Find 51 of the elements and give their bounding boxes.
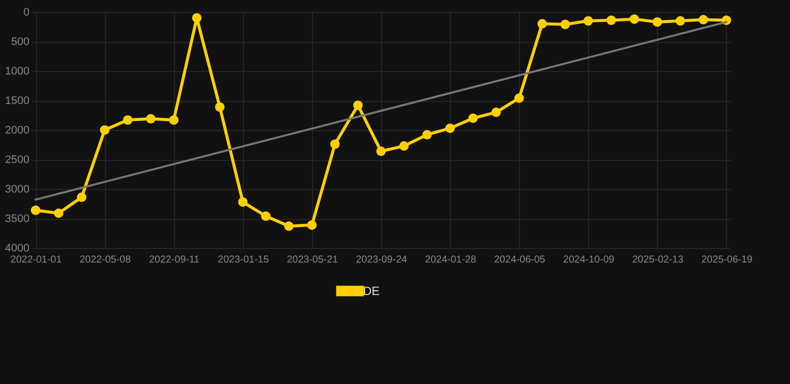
point bbox=[100, 125, 110, 135]
x-tick-label: 2022-01-01 bbox=[10, 254, 62, 266]
point bbox=[583, 16, 593, 26]
point bbox=[261, 211, 271, 221]
point bbox=[537, 19, 547, 29]
point bbox=[468, 113, 478, 123]
point bbox=[560, 20, 570, 30]
y-tick-label: 1000 bbox=[5, 66, 30, 78]
x-tick-label: 2024-01-28 bbox=[425, 254, 477, 266]
point bbox=[238, 197, 248, 207]
point bbox=[514, 93, 524, 103]
point bbox=[192, 13, 202, 23]
x-tick-label: 2024-06-05 bbox=[494, 254, 546, 266]
point bbox=[284, 221, 294, 231]
point bbox=[445, 123, 455, 133]
point bbox=[399, 141, 409, 151]
point bbox=[676, 16, 686, 26]
y-tick-label: 500 bbox=[11, 36, 30, 48]
point bbox=[353, 100, 363, 110]
point bbox=[422, 130, 432, 140]
point bbox=[122, 115, 132, 125]
x-tick-label: 2023-09-24 bbox=[356, 254, 408, 266]
x-tick-label: 2022-05-08 bbox=[80, 254, 132, 266]
y-tick-label: 3500 bbox=[5, 213, 30, 225]
x-tick-label: 2025-02-13 bbox=[632, 254, 684, 266]
point bbox=[30, 206, 40, 215]
x-tick-label: 2022-09-11 bbox=[149, 254, 200, 266]
point bbox=[169, 115, 179, 125]
point bbox=[606, 16, 616, 25]
point bbox=[330, 139, 340, 149]
point bbox=[54, 208, 64, 218]
point bbox=[146, 114, 156, 124]
y-tick-label: 2500 bbox=[5, 154, 30, 166]
x-tick-label: 2024-10-09 bbox=[563, 254, 615, 266]
x-tick-label: 2023-01-15 bbox=[218, 254, 270, 266]
point bbox=[491, 108, 501, 118]
y-tick-label: 2000 bbox=[5, 124, 30, 136]
y-tick-label: 0 bbox=[23, 6, 30, 18]
point bbox=[307, 220, 317, 230]
point bbox=[698, 14, 708, 24]
point bbox=[215, 102, 225, 112]
legend-label: DE bbox=[363, 284, 380, 298]
y-tick-label: 1500 bbox=[5, 95, 30, 107]
y-tick-label: 3000 bbox=[5, 184, 30, 196]
x-tick-label: 2025-06-19 bbox=[701, 254, 753, 266]
point bbox=[630, 14, 640, 24]
y-tick-label: 4000 bbox=[5, 242, 30, 254]
point bbox=[376, 146, 386, 156]
point bbox=[652, 17, 662, 27]
point bbox=[76, 192, 86, 202]
x-tick-label: 2023-05-21 bbox=[286, 254, 338, 266]
